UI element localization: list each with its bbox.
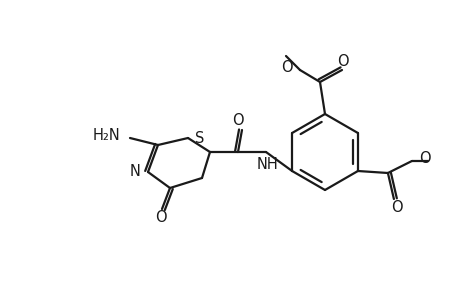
Text: O: O bbox=[418, 151, 430, 166]
Text: O: O bbox=[336, 53, 348, 68]
Text: O: O bbox=[232, 112, 243, 128]
Text: N: N bbox=[130, 164, 141, 179]
Text: H₂N: H₂N bbox=[92, 128, 120, 142]
Text: O: O bbox=[281, 59, 292, 74]
Text: NH: NH bbox=[257, 157, 278, 172]
Text: O: O bbox=[390, 200, 402, 215]
Text: S: S bbox=[195, 130, 204, 146]
Text: O: O bbox=[155, 211, 167, 226]
